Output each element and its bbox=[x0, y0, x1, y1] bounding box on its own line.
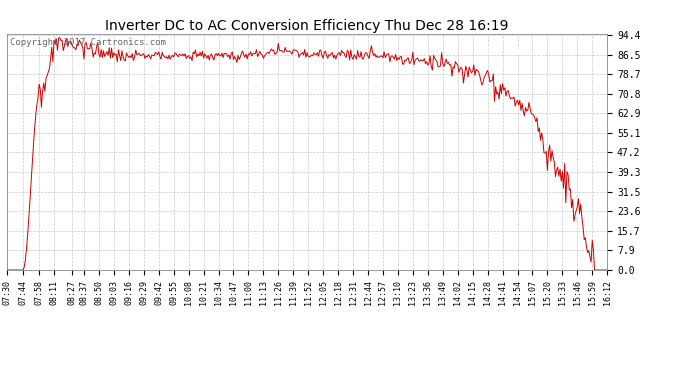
Text: Copyright 2017 Cartronics.com: Copyright 2017 Cartronics.com bbox=[10, 39, 166, 48]
Text: Efficiency  (%): Efficiency (%) bbox=[486, 46, 574, 57]
Title: Inverter DC to AC Conversion Efficiency Thu Dec 28 16:19: Inverter DC to AC Conversion Efficiency … bbox=[106, 19, 509, 33]
